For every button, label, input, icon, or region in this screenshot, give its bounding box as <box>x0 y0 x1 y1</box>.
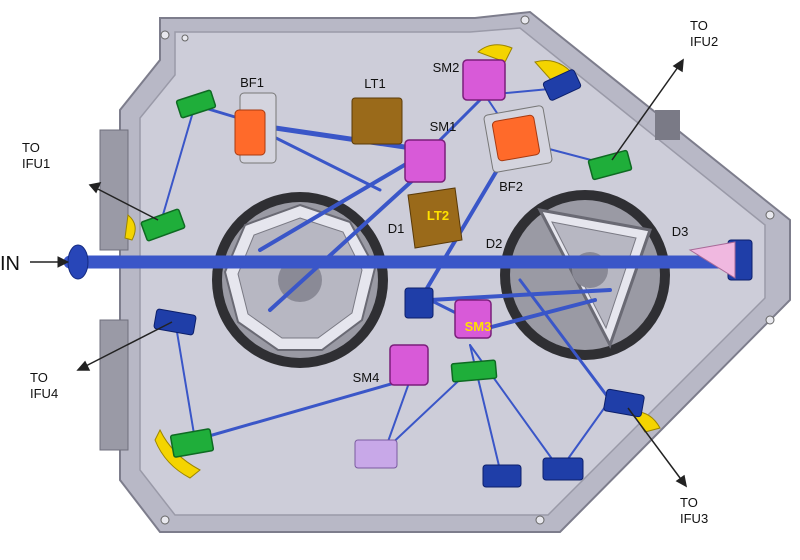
label-d1: D1 <box>388 221 405 236</box>
label-to-ifu3-line1: TO <box>680 495 698 510</box>
beam-splitter-bf2 <box>483 105 553 173</box>
label-to-ifu3: TO IFU3 <box>680 495 708 526</box>
label-lt2: LT2 <box>427 208 449 223</box>
label-to-ifu2-line1: TO <box>690 18 708 33</box>
derotator-d2 <box>500 190 670 360</box>
label-to-ifu1-line1: TO <box>22 140 40 155</box>
label-lt1: LT1 <box>364 76 385 91</box>
beam-splitter-bf1 <box>234 92 277 164</box>
lens-lt2 <box>407 187 463 249</box>
label-bf1: BF1 <box>240 75 264 90</box>
label-bf2: BF2 <box>499 179 523 194</box>
label-sm1: SM1 <box>430 119 457 134</box>
label-to-ifu1-line2: IFU1 <box>22 156 50 171</box>
fold-mirrors <box>140 89 633 458</box>
label-sm3: SM3 <box>465 319 492 334</box>
pink-wedge <box>688 241 736 279</box>
steering-mirrors <box>389 59 506 386</box>
bench-plate <box>99 10 791 533</box>
lilac-mount <box>354 439 398 469</box>
label-input: IN <box>0 253 20 275</box>
input-arrow <box>30 256 70 268</box>
derotator-d1 <box>212 192 388 368</box>
label-to-ifu1: TO IFU1 <box>22 140 50 171</box>
label-to-ifu3-line2: IFU3 <box>680 511 708 526</box>
lens-lt1 <box>351 97 403 145</box>
label-to-ifu4-line2: IFU4 <box>30 386 58 401</box>
label-sm4: SM4 <box>353 370 380 385</box>
label-to-ifu4-line1: TO <box>30 370 48 385</box>
label-to-ifu2: TO IFU2 <box>690 18 718 49</box>
label-to-ifu2-line2: IFU2 <box>690 34 718 49</box>
label-sm2: SM2 <box>433 60 460 75</box>
label-d3: D3 <box>672 224 689 239</box>
input-port-icon <box>67 244 89 280</box>
output-arrows <box>76 58 688 488</box>
label-d2: D2 <box>486 236 503 251</box>
label-to-ifu4: TO IFU4 <box>30 370 58 401</box>
